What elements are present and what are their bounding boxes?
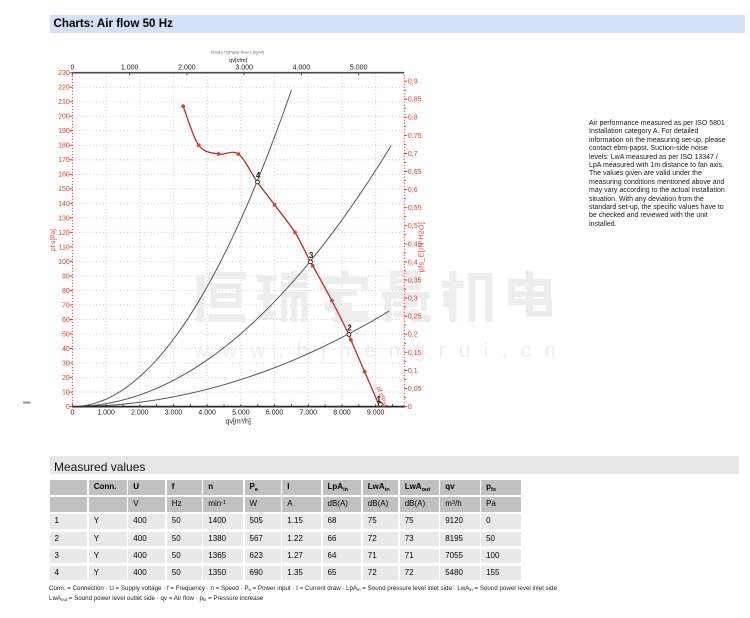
svg-text:40: 40 — [62, 346, 70, 353]
svg-text:180: 180 — [58, 143, 70, 150]
svg-text:220: 220 — [58, 85, 70, 92]
svg-text:0,6: 0,6 — [408, 187, 418, 194]
svg-text:160: 160 — [58, 172, 70, 179]
svg-text:0,9: 0,9 — [408, 79, 418, 86]
svg-text:2.000: 2.000 — [178, 65, 196, 72]
svg-text:140: 140 — [58, 201, 70, 208]
svg-text:0: 0 — [408, 404, 412, 411]
svg-text:110: 110 — [59, 244, 70, 251]
svg-text:pf s[Pa]: pf s[Pa] — [50, 229, 57, 251]
svg-text:70: 70 — [62, 302, 70, 309]
svg-text:80: 80 — [62, 288, 70, 295]
svg-text:5.000: 5.000 — [232, 410, 250, 417]
svg-text:0,45: 0,45 — [408, 241, 422, 248]
svg-text:Druck p f [qPa]/qv Woer L [kg/: Druck p f [qPa]/qv Woer L [kg/m³] — [211, 51, 264, 55]
svg-text:20: 20 — [62, 375, 70, 382]
svg-text:0,8: 0,8 — [408, 115, 418, 122]
svg-text:1: 1 — [376, 395, 381, 404]
svg-text:0,2: 0,2 — [408, 332, 418, 339]
svg-text:qv[m³/h]: qv[m³/h] — [226, 419, 251, 426]
svg-text:1.000: 1.000 — [97, 410, 115, 417]
svg-text:50: 50 — [62, 331, 70, 338]
svg-text:0,75: 0,75 — [408, 133, 422, 140]
svg-text:100: 100 — [58, 259, 70, 266]
svg-text:3.000: 3.000 — [165, 410, 183, 417]
svg-text:200: 200 — [58, 114, 70, 121]
svg-text:0: 0 — [66, 404, 70, 411]
svg-text:9.000: 9.000 — [367, 410, 385, 417]
svg-text:www.bjhengrui.cn: www.bjhengrui.cn — [193, 339, 569, 362]
svg-text:3: 3 — [309, 251, 314, 260]
svg-text:90: 90 — [62, 273, 70, 280]
svg-text:0,65: 0,65 — [408, 169, 422, 176]
svg-text:6.000: 6.000 — [266, 410, 284, 417]
svg-text:0,25: 0,25 — [408, 314, 422, 321]
svg-text:0,4: 0,4 — [408, 259, 418, 266]
svg-text:230: 230 — [58, 70, 70, 77]
svg-text:60: 60 — [62, 317, 70, 324]
svg-text:0,35: 0,35 — [408, 277, 422, 284]
svg-text:0,5: 0,5 — [408, 223, 418, 230]
svg-text:0: 0 — [70, 410, 74, 417]
svg-text:0,85: 0,85 — [408, 97, 422, 104]
svg-text:130: 130 — [58, 215, 70, 222]
svg-text:0: 0 — [70, 65, 74, 72]
svg-text:10: 10 — [62, 389, 70, 396]
svg-text:170: 170 — [58, 157, 70, 164]
svg-text:0,15: 0,15 — [408, 350, 422, 357]
svg-text:150: 150 — [58, 186, 70, 193]
svg-text:4.000: 4.000 — [198, 410, 216, 417]
svg-text:30: 30 — [62, 360, 70, 367]
svg-text:3.000: 3.000 — [235, 65, 253, 72]
svg-text:0,55: 0,55 — [408, 205, 422, 212]
svg-text:4: 4 — [256, 171, 261, 180]
svg-text:8.000: 8.000 — [333, 410, 351, 417]
svg-text:4.000: 4.000 — [293, 65, 311, 72]
svg-text:pfs_E[IN H2O]: pfs_E[IN H2O] — [419, 222, 426, 272]
svg-text:7.000: 7.000 — [300, 410, 318, 417]
svg-text:2.000: 2.000 — [131, 410, 149, 417]
svg-text:0,1: 0,1 — [408, 368, 418, 375]
svg-text:0,3: 0,3 — [408, 296, 418, 303]
svg-text:5.000: 5.000 — [350, 65, 368, 72]
svg-text:0,05: 0,05 — [408, 386, 422, 393]
svg-text:210: 210 — [58, 99, 70, 106]
svg-text:190: 190 — [58, 128, 70, 135]
svg-text:qv[cfm]: qv[cfm] — [229, 58, 247, 64]
svg-text:120: 120 — [58, 230, 70, 237]
svg-text:1.000: 1.000 — [121, 65, 139, 72]
svg-text:0,7: 0,7 — [408, 151, 418, 158]
svg-text:2: 2 — [347, 323, 352, 332]
